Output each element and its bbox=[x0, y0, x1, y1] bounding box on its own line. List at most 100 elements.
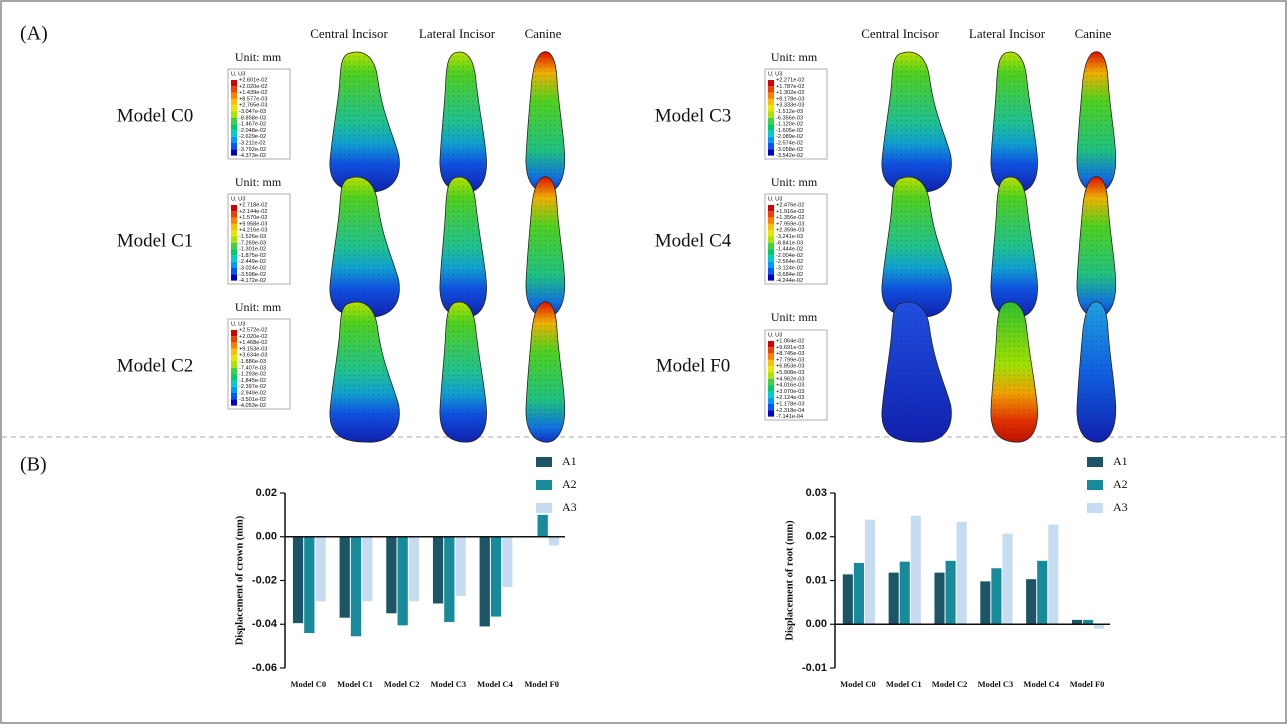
legend-value: +5.908e-03 bbox=[776, 370, 804, 376]
bar bbox=[853, 563, 864, 625]
legend-value: +1.439e-02 bbox=[239, 90, 267, 96]
legend-swatch bbox=[768, 230, 774, 237]
legend-value: +1.787e-02 bbox=[776, 84, 804, 90]
y-tick-label: -0.04 bbox=[252, 618, 278, 630]
tooth-mesh bbox=[1076, 51, 1116, 193]
x-tick-label: Model C1 bbox=[886, 679, 922, 689]
legend-swatch bbox=[231, 386, 237, 393]
legend-swatch bbox=[231, 330, 237, 337]
legend-swatch bbox=[231, 217, 237, 224]
legend-swatch bbox=[768, 211, 774, 218]
legend-value: -1.512e-03 bbox=[776, 109, 803, 115]
bar bbox=[339, 536, 350, 618]
unit-label: Unit: mm bbox=[771, 310, 818, 324]
legend-swatch bbox=[768, 274, 774, 281]
legend-value: +2.271e-02 bbox=[776, 77, 804, 83]
x-tick-label: Model C0 bbox=[840, 679, 876, 689]
bar bbox=[1002, 533, 1013, 625]
legend-value: -2.949e-02 bbox=[239, 390, 266, 396]
model-label: Model C4 bbox=[655, 230, 732, 251]
legend-value: +4.962e-03 bbox=[776, 376, 804, 382]
legend-value: +2.765e-03 bbox=[239, 103, 267, 109]
legend-value: -1.120e-02 bbox=[776, 122, 803, 128]
legend-swatch bbox=[231, 261, 237, 268]
legend-value: -1.875e-02 bbox=[239, 253, 266, 259]
legend-swatch bbox=[231, 236, 237, 243]
bar bbox=[350, 536, 362, 637]
legend-value: -1.444e-02 bbox=[776, 247, 803, 253]
legend-swatch bbox=[231, 130, 237, 137]
bar bbox=[362, 536, 373, 602]
y-tick-label: 0.02 bbox=[256, 487, 277, 499]
bar bbox=[842, 574, 853, 625]
bar bbox=[432, 536, 444, 604]
bar bbox=[490, 536, 502, 617]
legend-swatch bbox=[768, 86, 774, 93]
legend-value: -7.407e-03 bbox=[239, 365, 266, 371]
legend-swatch bbox=[768, 372, 774, 379]
x-tick-label: Model C1 bbox=[337, 679, 373, 689]
bar bbox=[537, 514, 548, 537]
legend-value: -1.467e-02 bbox=[239, 122, 266, 128]
legend-value: -3.792e-02 bbox=[239, 147, 266, 153]
legend-value: -3.684e-02 bbox=[776, 272, 803, 278]
bar bbox=[1083, 619, 1094, 625]
legend-swatch bbox=[231, 143, 237, 150]
tooth-mesh bbox=[990, 52, 1038, 193]
legend-swatch bbox=[768, 223, 774, 231]
legend-swatch bbox=[536, 503, 552, 513]
column-header: Central Incisor bbox=[310, 26, 388, 41]
x-tick-label: Model C4 bbox=[477, 679, 513, 689]
tooth-image bbox=[439, 301, 487, 443]
legend-swatch bbox=[231, 211, 237, 218]
column-header: Lateral Incisor bbox=[969, 26, 1046, 41]
tooth-mesh bbox=[1076, 301, 1116, 443]
bar bbox=[397, 536, 408, 626]
legend-swatch bbox=[768, 217, 774, 224]
legend-value: +2.572e-02 bbox=[239, 327, 267, 333]
tooth-image bbox=[525, 51, 566, 193]
bar bbox=[1071, 619, 1083, 625]
legend-swatch bbox=[768, 205, 774, 212]
bar bbox=[315, 536, 326, 602]
bar bbox=[945, 560, 956, 625]
tooth-image bbox=[525, 176, 566, 318]
legend-value: -4.373e-02 bbox=[239, 153, 266, 159]
legend-swatch bbox=[768, 385, 774, 392]
legend-value: -2.564e-02 bbox=[776, 259, 803, 265]
legend-box bbox=[764, 193, 828, 285]
tooth-mesh bbox=[329, 177, 400, 318]
bar bbox=[956, 521, 967, 625]
bar bbox=[1094, 624, 1105, 629]
legend-label: A3 bbox=[1113, 500, 1128, 514]
bar bbox=[864, 519, 876, 625]
legend-value: -3.058e-02 bbox=[776, 147, 803, 153]
legend-swatch bbox=[768, 391, 774, 398]
unit-label: Unit: mm bbox=[771, 175, 818, 189]
legend-value: -1.886e-03 bbox=[239, 359, 266, 365]
bar bbox=[1037, 560, 1048, 625]
column-header: Canine bbox=[525, 26, 562, 41]
legend-value: +7.959e-03 bbox=[776, 221, 804, 227]
legend-swatch bbox=[768, 124, 774, 131]
tooth-image bbox=[329, 176, 400, 318]
tooth-image bbox=[881, 51, 952, 193]
legend-title: U, U3 bbox=[231, 196, 245, 202]
model-label: Model C3 bbox=[655, 105, 732, 126]
bar bbox=[304, 536, 315, 633]
legend-value: +1.468e-02 bbox=[239, 340, 267, 346]
legend-value: -2.089e-02 bbox=[776, 134, 803, 140]
unit-label: Unit: mm bbox=[771, 50, 818, 64]
legend-swatch bbox=[231, 268, 237, 275]
legend-swatch bbox=[231, 86, 237, 93]
legend-value: +2.144e-02 bbox=[239, 209, 267, 215]
bar bbox=[888, 572, 899, 625]
legend-value: +2.601e-02 bbox=[239, 77, 267, 83]
legend-value: -2.048e-02 bbox=[239, 128, 266, 134]
y-tick-label: 0.01 bbox=[806, 574, 827, 586]
bar bbox=[292, 536, 304, 624]
legend-swatch bbox=[768, 80, 774, 87]
legend-value: -3.501e-02 bbox=[239, 397, 266, 403]
legend-value: -2.004e-02 bbox=[776, 253, 803, 259]
legend-title: U, U3 bbox=[768, 332, 782, 338]
